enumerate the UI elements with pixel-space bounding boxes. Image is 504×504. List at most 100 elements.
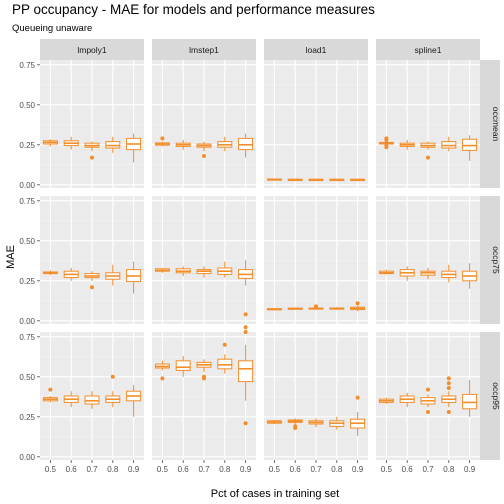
box [329,416,345,430]
facet-panel [40,60,144,188]
column-strip [152,39,256,60]
column-strip-label: spline1 [415,45,442,55]
y-tick-label: 0.50 [19,101,35,110]
outlier-point [426,410,430,414]
y-tick-label: 0.25 [19,141,35,150]
facet-panel [152,196,256,324]
column-strip-label: lmstep1 [189,45,219,55]
box [441,264,457,283]
box [126,261,142,294]
box [238,312,254,426]
box [42,270,58,276]
box [308,418,324,428]
outlier-point [446,381,451,386]
box [350,178,366,182]
box [175,356,191,377]
box [329,178,345,182]
outlier-point [426,155,430,160]
outlier-point [446,410,451,414]
box [287,307,303,310]
x-tick-label: 0.8 [219,465,231,474]
outlier-point [48,387,53,392]
outlier-point [446,386,451,390]
box [63,136,79,150]
facet-panel [264,332,368,460]
box [399,266,415,281]
x-tick-label: 0.6 [402,465,414,474]
outlier-point [243,330,248,334]
column-strip-label: load1 [306,45,327,55]
facet-panel [376,196,480,324]
outlier-point [243,325,248,330]
box-iqr [175,360,191,371]
box [126,384,142,417]
y-tick-label: 0.00 [19,181,35,190]
outlier-point [426,387,430,392]
box [196,266,212,278]
box [175,140,191,150]
box [399,140,415,150]
row-strip [480,60,500,188]
box [350,301,366,312]
y-tick-label: 0.75 [19,333,35,342]
x-tick-label: 0.8 [443,465,455,474]
x-tick-label: 0.7 [422,465,434,474]
outlier-point [314,304,318,309]
y-tick-label: 0.25 [19,413,35,422]
box [196,359,212,381]
facet-panel [152,60,256,188]
outlier-point [160,136,165,141]
box [420,387,436,414]
y-axis-title: MAE [5,245,17,269]
outlier-point [384,143,389,148]
box [287,418,303,430]
box [42,387,58,403]
plot-area: lmpoly1 lmstep1 load1 spline1 occmean occp75 o… [19,39,501,474]
x-tick-label: 0.9 [464,465,476,474]
box [238,133,254,158]
facet-panel [152,332,256,460]
chart-title: PP occupancy - MAE for models and perfor… [12,2,375,17]
x-tick-label: 0.8 [331,465,343,474]
row-strip-label: occp95 [491,382,501,410]
box [126,133,142,163]
x-tick-label: 0.5 [45,465,57,474]
x-tick-label: 0.9 [352,465,364,474]
box [175,266,191,276]
outlier-point [384,136,389,141]
box [462,263,478,289]
box [420,268,436,280]
outlier-point [202,374,206,379]
column-strip [40,39,144,60]
box [105,264,121,286]
box [441,136,457,152]
box [266,178,282,181]
facet-panel [376,60,480,188]
facet-panel [264,196,368,324]
chart-subtitle: Queueing unaware [12,23,92,34]
outlier-point [90,155,94,160]
box [378,397,394,404]
outlier-point [293,424,298,429]
box [217,342,233,374]
y-tick-label: 0.50 [19,237,35,246]
box [266,420,282,424]
box [287,178,303,182]
box [63,391,79,408]
box [84,391,100,409]
box [441,376,457,414]
x-tick-label: 0.7 [86,465,98,474]
facet-panel [40,196,144,324]
box [217,136,233,152]
box [308,178,324,182]
x-tick-label: 0.7 [198,465,210,474]
row-strip-label: occmean [491,107,501,142]
outlier-point [446,376,451,381]
box [329,307,345,310]
box [154,136,170,147]
box [63,268,79,281]
box [154,360,170,381]
x-tick-label: 0.6 [66,465,78,474]
box-iqr [238,360,254,383]
row-strip-label: occp75 [491,246,501,274]
